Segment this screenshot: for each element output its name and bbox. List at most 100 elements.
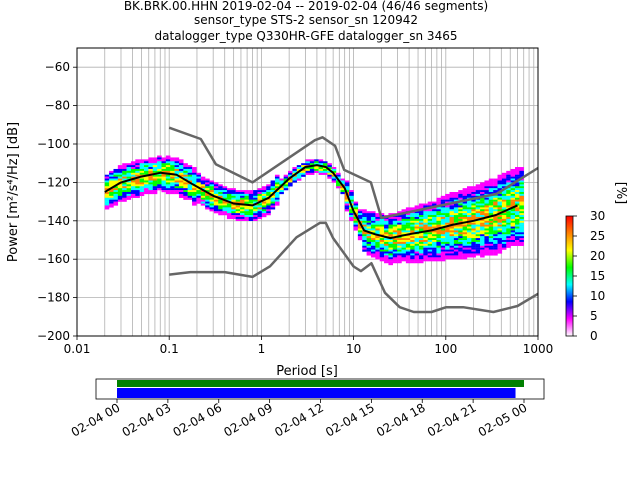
heatmap-cell	[301, 163, 306, 166]
heatmap-cell	[257, 190, 263, 193]
heatmap-cell	[488, 207, 494, 210]
heatmap-cell	[196, 174, 201, 177]
heatmap-cell	[466, 238, 472, 241]
heatmap-cell	[213, 182, 219, 185]
heatmap-cell	[257, 209, 263, 212]
heatmap-cell	[418, 203, 424, 206]
heatmap-cell	[401, 251, 407, 254]
heatmap-cell	[453, 195, 459, 198]
heatmap-cell	[379, 249, 385, 252]
heatmap-cell	[480, 197, 485, 200]
heatmap-cell	[488, 203, 494, 206]
heatmap-cell	[462, 238, 468, 241]
heatmap-cell	[475, 236, 481, 239]
heatmap-cell	[309, 167, 315, 170]
heatmap-cell	[453, 220, 459, 223]
heatmap-cell	[493, 243, 498, 246]
heatmap-cell	[178, 163, 184, 166]
heatmap-cell	[235, 190, 241, 193]
heatmap-cell	[506, 172, 511, 175]
heatmap-cell	[257, 192, 263, 195]
heatmap-cell	[362, 238, 367, 241]
heatmap-cell	[174, 188, 180, 191]
heatmap-cell	[497, 218, 503, 221]
heatmap-cell	[484, 232, 490, 235]
heatmap-cell	[200, 199, 206, 202]
heatmap-cell	[458, 193, 463, 197]
title-line-1: BK.BRK.00.HHN 2019-02-04 -- 2019-02-04 (…	[124, 0, 488, 13]
heatmap-cell	[283, 186, 289, 189]
heatmap-cell	[157, 163, 162, 166]
x-tick-label: 10	[346, 342, 361, 356]
heatmap-cell	[423, 241, 428, 245]
heatmap-cell	[165, 186, 171, 189]
heatmap-cell	[240, 215, 245, 218]
heatmap-cell	[322, 170, 328, 173]
heatmap-cell	[440, 234, 446, 237]
heatmap-cell	[484, 236, 490, 239]
heatmap-cell	[501, 180, 507, 183]
heatmap-cell	[497, 209, 503, 212]
heatmap-cell	[462, 245, 468, 248]
heatmap-cell	[506, 190, 511, 193]
timeline-tick-label: 02-04 09	[221, 400, 275, 439]
heatmap-cell	[157, 184, 162, 187]
heatmap-cell	[440, 236, 446, 239]
heatmap-cell	[493, 232, 498, 235]
heatmap-cell	[375, 236, 380, 239]
heatmap-cell	[218, 190, 223, 193]
heatmap-cell	[453, 193, 459, 197]
heatmap-cell	[152, 167, 158, 170]
heatmap-cell	[375, 257, 380, 260]
heatmap-cell	[122, 193, 127, 197]
heatmap-cell	[122, 184, 127, 187]
heatmap-cell	[231, 199, 236, 202]
heatmap-cell	[261, 201, 267, 204]
heatmap-cell	[135, 192, 140, 195]
heatmap-cell	[453, 207, 459, 210]
heatmap-cell	[126, 195, 132, 198]
heatmap-cell	[375, 238, 380, 241]
heatmap-cell	[466, 226, 472, 229]
heatmap-cell	[510, 220, 516, 223]
heatmap-cell	[157, 174, 162, 177]
heatmap-cell	[519, 184, 524, 187]
heatmap-cell	[370, 247, 376, 250]
heatmap-cell	[432, 245, 437, 248]
heatmap-cell	[183, 165, 188, 168]
heatmap-cell	[466, 236, 472, 239]
heatmap-cell	[445, 240, 450, 243]
heatmap-cell	[514, 195, 520, 198]
heatmap-cell	[170, 186, 175, 189]
heatmap-cell	[514, 199, 520, 202]
heatmap-cell	[506, 178, 511, 181]
heatmap-cell	[349, 192, 354, 195]
heatmap-cell	[475, 201, 481, 204]
heatmap-cell	[405, 236, 411, 239]
heatmap-cell	[401, 259, 407, 262]
y-axis-ticks: −60−80−100−120−140−160−180−200	[37, 60, 77, 343]
heatmap-cell	[183, 192, 188, 195]
heatmap-cell	[484, 238, 490, 241]
heatmap-cell	[445, 199, 450, 202]
heatmap-cell	[471, 199, 476, 202]
heatmap-cell	[497, 228, 503, 231]
heatmap-cell	[353, 207, 359, 210]
heatmap-cell	[226, 216, 232, 220]
heatmap-cell	[366, 234, 372, 237]
heatmap-cell	[104, 207, 110, 210]
heatmap-cell	[458, 195, 463, 198]
heatmap-cell	[475, 190, 481, 193]
heatmap-cell	[209, 207, 215, 210]
heatmap-cell	[192, 168, 197, 172]
heatmap-cell	[379, 241, 385, 245]
heatmap-cell	[488, 226, 494, 229]
heatmap-cell	[231, 215, 236, 218]
heatmap-cell	[384, 218, 389, 221]
heatmap-cell	[475, 245, 481, 248]
heatmap-cell	[170, 180, 175, 183]
heatmap-cell	[466, 213, 472, 216]
heatmap-cell	[466, 218, 472, 221]
heatmap-cell	[519, 207, 524, 210]
heatmap-cell	[514, 207, 520, 210]
